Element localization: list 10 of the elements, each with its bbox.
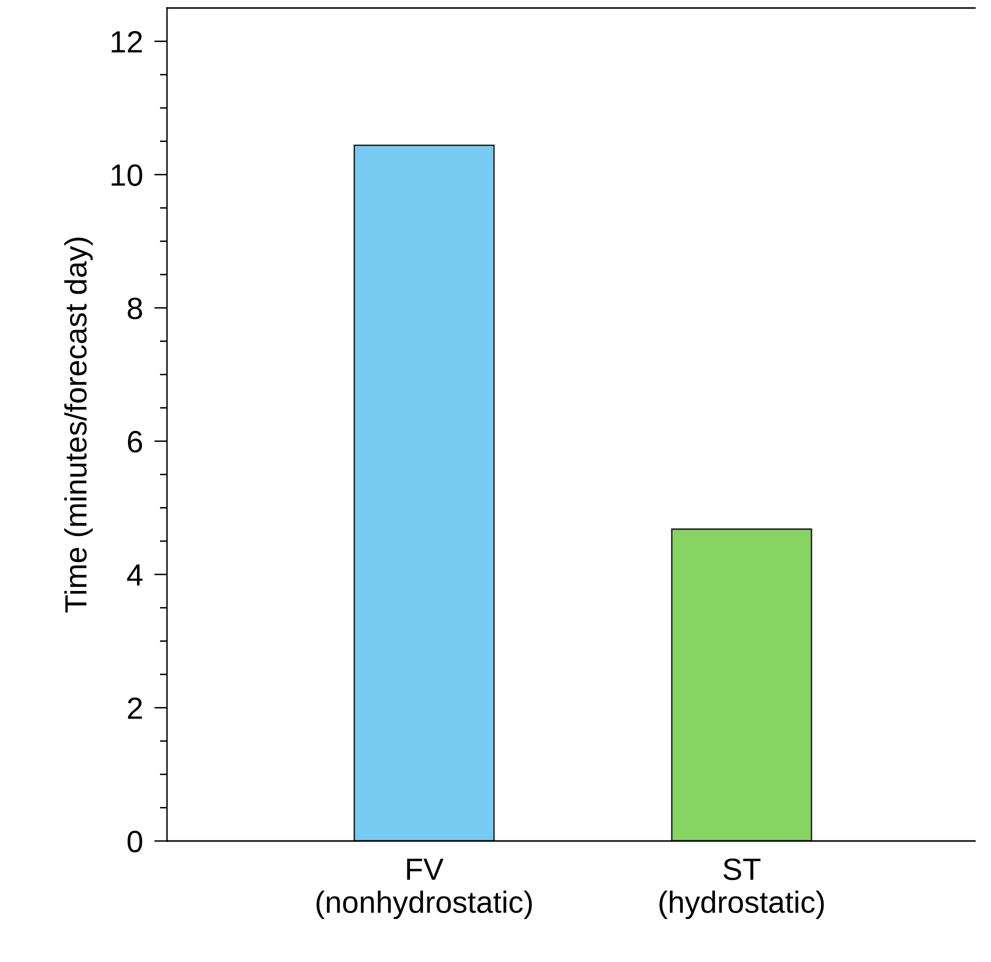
x-tick-label: ST (hydrostatic) xyxy=(660,858,824,920)
y-tick-label: 2 xyxy=(128,697,142,719)
y-tick-label: 0 xyxy=(128,830,142,852)
y-tick-label: 8 xyxy=(128,298,142,320)
y-tick-label: 10 xyxy=(112,164,142,186)
y-tick-label: 4 xyxy=(127,564,142,586)
y-axis-title: Time (minutes/forecast day) xyxy=(64,238,93,613)
y-tick-label: 6 xyxy=(128,430,142,453)
y-tick-label: 12 xyxy=(112,31,142,52)
x-tick-label: FV (nonhydrostatic) xyxy=(316,858,532,920)
